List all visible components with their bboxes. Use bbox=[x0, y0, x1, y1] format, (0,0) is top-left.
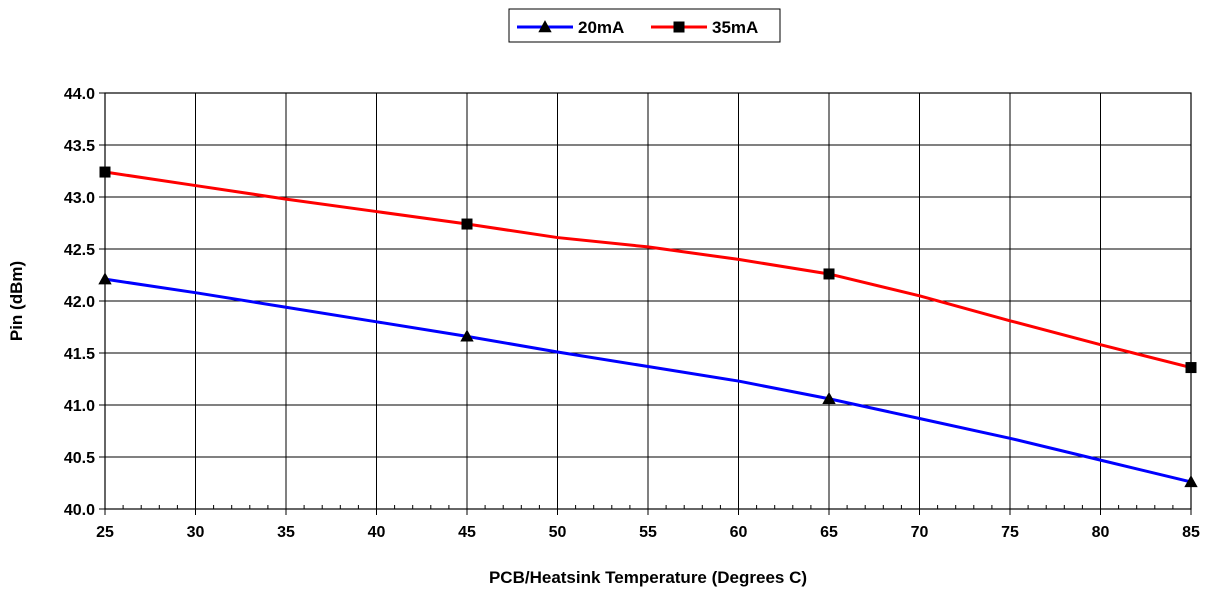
legend-35mA-label: 35mA bbox=[712, 18, 758, 37]
y-tick-label: 43.5 bbox=[64, 138, 95, 155]
y-tick-label: 44.0 bbox=[64, 86, 95, 103]
y-tick-label: 40.0 bbox=[64, 502, 95, 519]
series-35mA-point bbox=[461, 218, 473, 230]
x-minor-ticks bbox=[104, 505, 1192, 509]
x-tick-label: 35 bbox=[277, 524, 295, 541]
y-axis-ticks: 40.0 40.5 41.0 41.5 42.0 42.5 43.0 43.5 44.0 bbox=[64, 86, 105, 519]
x-axis-title: PCB/Heatsink Temperature (Degrees C) bbox=[489, 568, 807, 587]
y-tick-label: 43.0 bbox=[64, 190, 95, 207]
y-axis-title: Pin (dBm) bbox=[7, 261, 26, 341]
legend-20mA-label: 20mA bbox=[578, 18, 624, 37]
x-tick-label: 80 bbox=[1092, 524, 1110, 541]
x-tick-label: 65 bbox=[820, 524, 838, 541]
x-tick-label: 50 bbox=[549, 524, 567, 541]
legend-35mA-marker bbox=[673, 21, 685, 33]
series-layer bbox=[98, 166, 1198, 488]
x-tick-label: 45 bbox=[458, 524, 476, 541]
series-35mA-point bbox=[99, 166, 111, 178]
series-35mA-group bbox=[99, 166, 1197, 374]
x-tick-label: 40 bbox=[368, 524, 386, 541]
x-tick-label: 25 bbox=[96, 524, 114, 541]
series-20mA-group bbox=[98, 272, 1198, 488]
x-tick-label: 85 bbox=[1182, 524, 1200, 541]
series-20mA-point bbox=[460, 329, 474, 342]
x-tick-label: 30 bbox=[187, 524, 205, 541]
x-tick-label: 75 bbox=[1001, 524, 1019, 541]
x-tick-label: 55 bbox=[639, 524, 657, 541]
y-tick-label: 42.5 bbox=[64, 242, 95, 259]
y-tick-label: 42.0 bbox=[64, 294, 95, 311]
y-tick-label: 41.5 bbox=[64, 346, 95, 363]
series-20mA-point bbox=[98, 272, 112, 285]
series-20mA-point bbox=[822, 391, 836, 404]
x-tick-label: 70 bbox=[911, 524, 929, 541]
x-tick-label: 60 bbox=[730, 524, 748, 541]
series-35mA-point bbox=[823, 268, 835, 280]
y-tick-label: 41.0 bbox=[64, 398, 95, 415]
x-axis-ticks: 25 30 35 40 45 50 55 60 65 70 75 80 85 bbox=[96, 509, 1200, 541]
series-35mA-point bbox=[1185, 362, 1197, 374]
legend: 20mA 35mA bbox=[508, 8, 781, 43]
series-20mA-line bbox=[104, 277, 1192, 484]
series-20mA-point bbox=[1184, 475, 1198, 488]
legend-20mA-marker bbox=[538, 20, 552, 33]
series-35mA-line bbox=[104, 170, 1192, 370]
y-tick-label: 40.5 bbox=[64, 450, 95, 467]
